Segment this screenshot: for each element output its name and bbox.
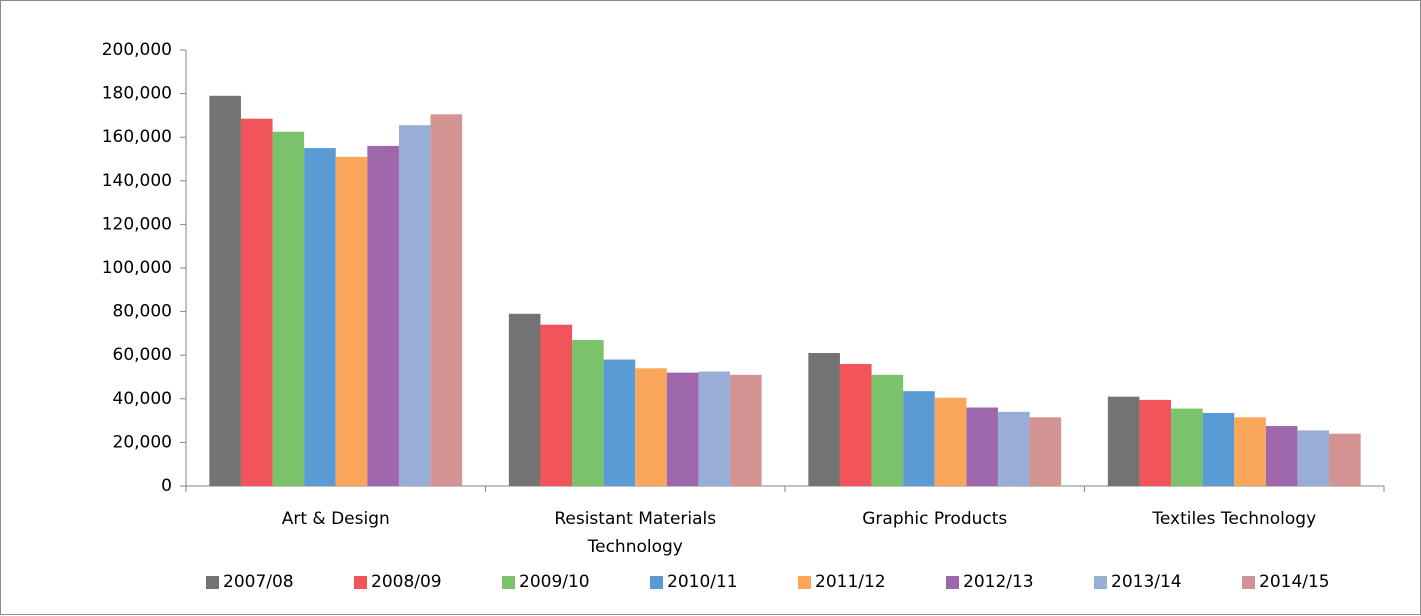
bar <box>934 397 967 486</box>
legend-item: 2008/09 <box>354 572 502 592</box>
bar <box>508 313 541 486</box>
legend-swatch <box>206 575 219 589</box>
legend-swatch <box>1094 575 1107 589</box>
y-tick-label: 180,000 <box>102 84 172 104</box>
legend-swatch <box>798 575 811 589</box>
y-tick-label: 0 <box>161 476 172 496</box>
y-tick-label: 20,000 <box>113 432 172 452</box>
y-tick-label: 80,000 <box>113 302 172 322</box>
bar <box>903 391 935 486</box>
bar <box>430 114 463 486</box>
legend-item: 2013/14 <box>1094 572 1242 592</box>
bar <box>730 374 762 486</box>
legend-swatch <box>1242 575 1255 589</box>
legend-item: 2009/10 <box>502 572 650 592</box>
bar <box>398 125 431 487</box>
legend-label: 2010/11 <box>667 572 738 592</box>
legend-label: 2012/13 <box>963 572 1034 592</box>
y-tick-label: 160,000 <box>102 127 172 147</box>
bar <box>698 371 731 486</box>
y-tick-label: 140,000 <box>102 171 172 191</box>
bar <box>1265 426 1298 486</box>
bar <box>272 131 305 486</box>
bar <box>1139 399 1172 486</box>
y-tick-label: 40,000 <box>113 389 172 409</box>
legend-item: 2012/13 <box>946 572 1094 592</box>
x-tick-label: Graphic Products <box>862 509 1008 529</box>
legend-swatch <box>502 575 515 589</box>
legend-label: 2011/12 <box>815 572 886 592</box>
bar <box>966 407 998 486</box>
bar <box>871 374 904 486</box>
y-tick-label: 60,000 <box>113 345 172 365</box>
bar <box>1202 412 1235 486</box>
bar <box>1329 433 1361 486</box>
bar <box>1029 417 1062 486</box>
legend-item: 2010/11 <box>650 572 798 592</box>
bar <box>635 368 667 486</box>
bar <box>839 363 872 486</box>
legend-label: 2008/09 <box>371 572 442 592</box>
legend-item: 2007/08 <box>206 572 354 592</box>
x-tick-label: Resistant Materials Technology <box>554 509 717 557</box>
bar <box>240 118 273 487</box>
legend-swatch <box>650 575 663 589</box>
legend-label: 2013/14 <box>1111 572 1182 592</box>
y-tick-label: 100,000 <box>102 258 172 278</box>
x-tick-label: Art & Design <box>281 509 390 529</box>
legend-item: 2014/15 <box>1242 572 1390 592</box>
y-tick-label: 200,000 <box>102 40 172 60</box>
legend-label: 2009/10 <box>519 572 590 592</box>
bar <box>304 148 336 486</box>
x-tick-label: Textiles Technology <box>1152 509 1317 529</box>
bar <box>808 353 840 486</box>
legend-item: 2011/12 <box>798 572 946 592</box>
bar <box>1234 417 1266 486</box>
bar <box>540 324 573 486</box>
bar <box>209 95 241 486</box>
bar <box>997 411 1030 486</box>
bar <box>666 372 699 486</box>
legend: 2007/08 2008/09 2009/10 2010/11 2011/12 2012/… <box>206 572 1390 592</box>
legend-label: 2014/15 <box>1259 572 1330 592</box>
bar <box>603 359 636 486</box>
bar <box>1297 430 1330 486</box>
legend-label: 2007/08 <box>223 572 294 592</box>
bar <box>572 339 604 486</box>
bar <box>1107 396 1140 486</box>
bar <box>367 145 399 487</box>
legend-swatch <box>946 575 959 589</box>
bar <box>335 156 368 486</box>
bar <box>1171 408 1203 486</box>
legend-swatch <box>354 575 367 589</box>
y-tick-label: 120,000 <box>102 214 172 234</box>
